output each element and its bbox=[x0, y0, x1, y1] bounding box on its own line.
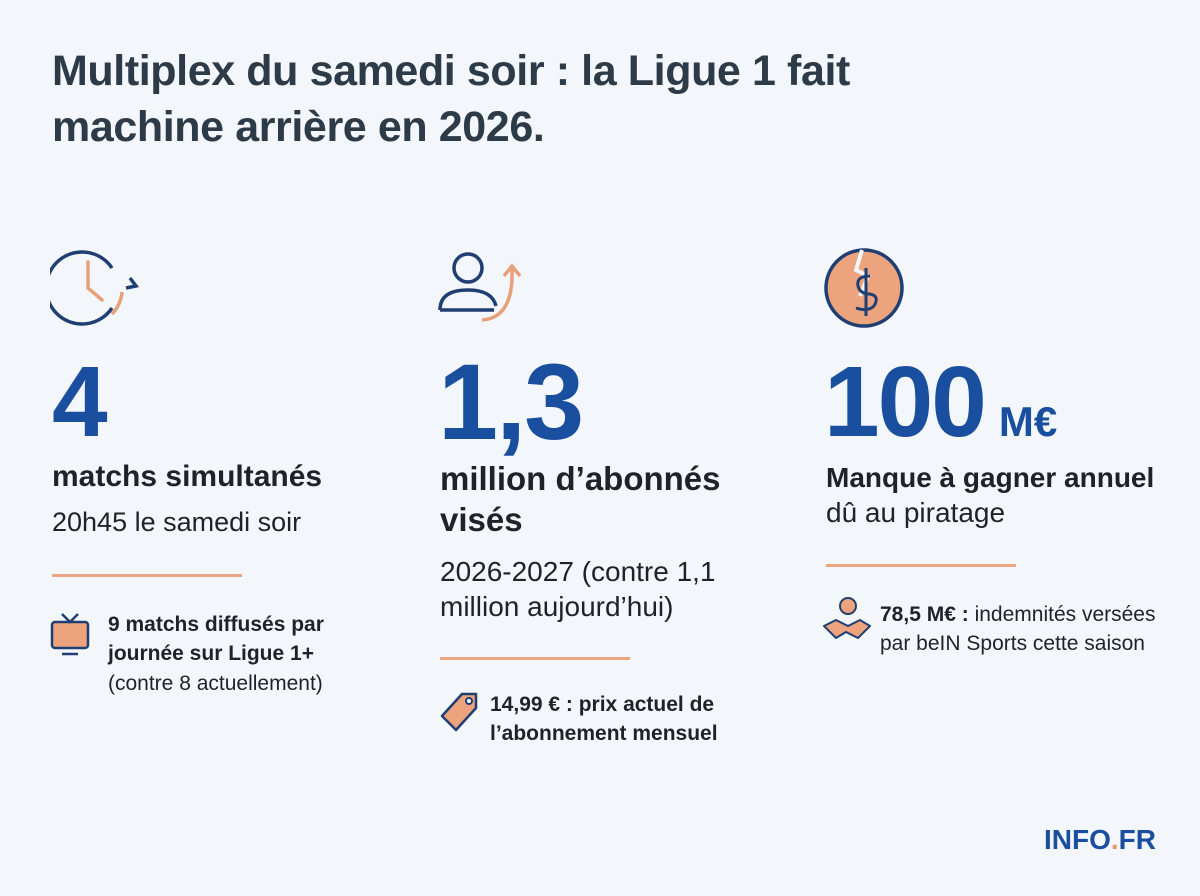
figure: 4 bbox=[52, 346, 108, 458]
brand-dot: . bbox=[1110, 824, 1119, 855]
note: 78,5 M€ : indemnités versées par beIN Sp… bbox=[880, 600, 1170, 659]
brand-name: INFO bbox=[1044, 824, 1111, 855]
separator bbox=[826, 564, 1016, 567]
brand: INFO.FR bbox=[1044, 824, 1156, 856]
figure: 1,3 bbox=[438, 341, 584, 462]
handshake-icon bbox=[823, 597, 871, 639]
note: 14,99 € : prix actuel de l’abonnement me… bbox=[490, 690, 780, 749]
tv-icon bbox=[50, 613, 90, 656]
figure-row: 100 M€ bbox=[824, 352, 1057, 452]
unit: M€ bbox=[998, 398, 1058, 445]
label: matchs simultanés bbox=[52, 460, 323, 493]
title: Multiplex du samedi soir : la Ligue 1 fa… bbox=[52, 47, 850, 151]
note-text: (contre 8 actuellement) bbox=[108, 671, 323, 695]
separator bbox=[440, 657, 630, 660]
separator bbox=[52, 574, 242, 577]
note-bold: 78,5 M€ : bbox=[880, 603, 969, 626]
label-rest: dû au piratage bbox=[826, 497, 1006, 528]
detail: 2026-2027 (contre 1,1 million aujourd’hu… bbox=[440, 556, 716, 622]
detail: 20h45 le samedi soir bbox=[52, 507, 302, 537]
figure: 100 bbox=[824, 346, 987, 458]
tag-icon bbox=[440, 692, 478, 732]
note-bold: 14,99 € : prix actuel de l’abonnement me… bbox=[490, 693, 718, 746]
note: 9 matchs diffusés par journée sur Ligue … bbox=[108, 610, 378, 698]
user-icon bbox=[438, 252, 522, 322]
note-text: indemnités versées par beIN Sports cette… bbox=[880, 603, 1156, 656]
label: Manque à gagner annuel bbox=[826, 462, 1155, 493]
label-row: Manque à gagner annuel dû au piratage bbox=[826, 460, 1156, 530]
brand-suffix: FR bbox=[1118, 824, 1156, 855]
note-bold: 9 matchs diffusés par journée sur Ligue … bbox=[108, 613, 324, 666]
clock-icon bbox=[50, 250, 140, 326]
label: million d’abonnés visés bbox=[440, 460, 721, 539]
piracy-icon bbox=[824, 248, 904, 328]
